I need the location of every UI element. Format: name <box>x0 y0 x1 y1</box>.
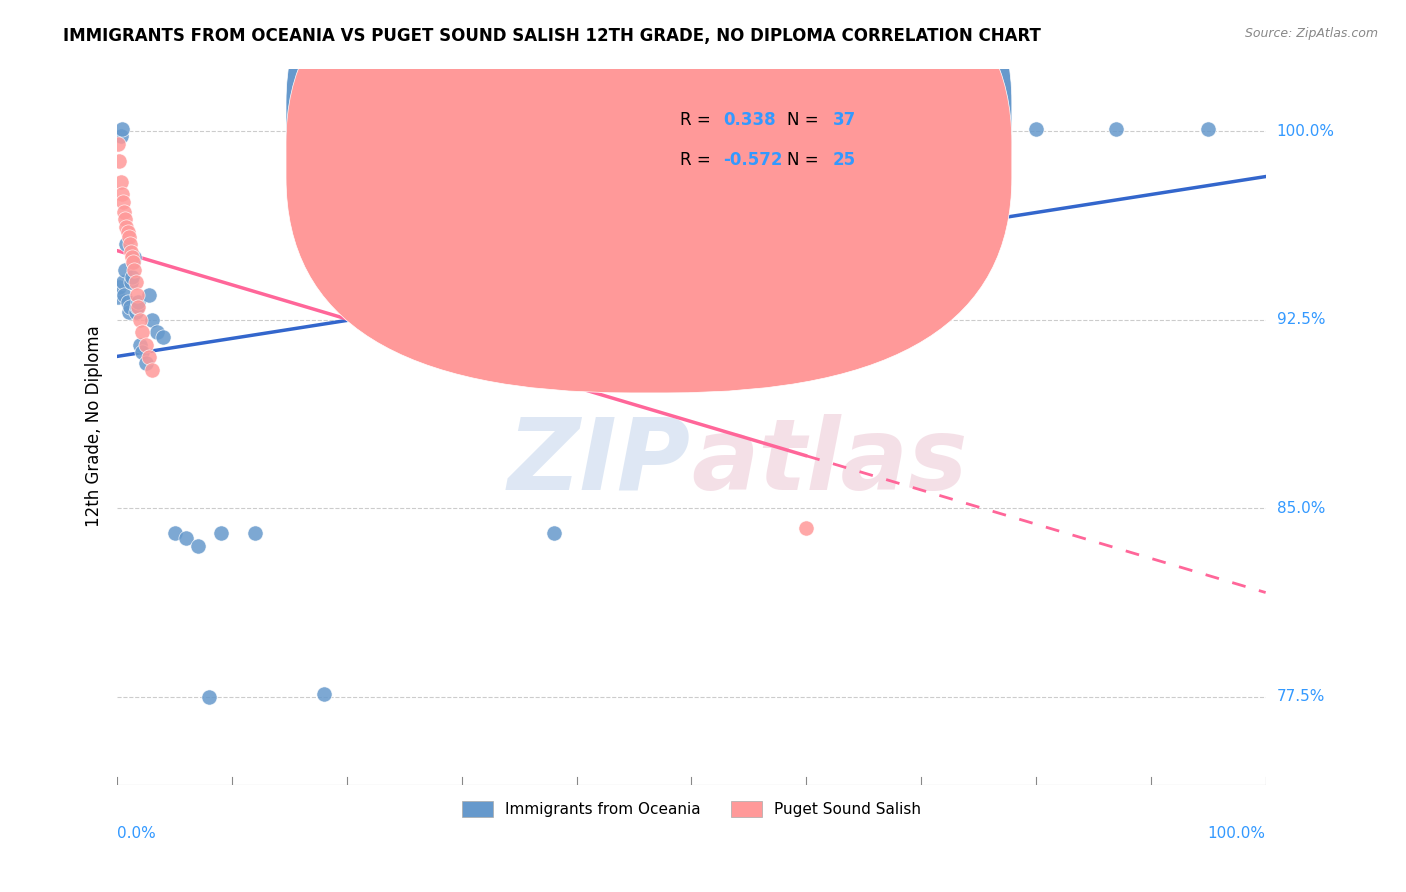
Point <box>111 187 134 202</box>
Text: R =: R = <box>681 151 716 169</box>
Point <box>138 287 160 301</box>
Text: 100.0%: 100.0% <box>1277 124 1334 139</box>
Point <box>121 250 143 264</box>
Legend: Immigrants from Oceania, Puget Sound Salish: Immigrants from Oceania, Puget Sound Sal… <box>456 796 927 823</box>
Point <box>127 295 149 310</box>
Point <box>121 270 143 285</box>
Point <box>107 136 129 151</box>
Point <box>146 326 169 340</box>
Point <box>108 280 131 294</box>
Point <box>112 204 135 219</box>
Point <box>209 526 232 541</box>
Point <box>111 275 134 289</box>
Text: 77.5%: 77.5% <box>1277 690 1324 704</box>
Point <box>108 154 131 169</box>
Point <box>122 255 145 269</box>
Point <box>111 121 134 136</box>
Point <box>312 687 335 701</box>
Text: 100.0%: 100.0% <box>1208 826 1265 841</box>
Point <box>163 526 186 541</box>
Point <box>152 330 174 344</box>
Point <box>114 212 136 227</box>
Point <box>187 539 209 553</box>
Text: IMMIGRANTS FROM OCEANIA VS PUGET SOUND SALISH 12TH GRADE, NO DIPLOMA CORRELATION: IMMIGRANTS FROM OCEANIA VS PUGET SOUND S… <box>63 27 1042 45</box>
Point <box>124 275 146 289</box>
Text: 25: 25 <box>832 151 856 169</box>
Text: Source: ZipAtlas.com: Source: ZipAtlas.com <box>1244 27 1378 40</box>
Point <box>681 305 703 319</box>
Point <box>135 355 157 369</box>
Point <box>107 290 129 304</box>
Point <box>110 175 132 189</box>
Point <box>117 225 139 239</box>
Point <box>118 237 141 252</box>
Point <box>131 345 153 359</box>
Point <box>122 255 145 269</box>
Point <box>110 129 132 144</box>
Text: N =: N = <box>787 112 824 129</box>
Point <box>794 521 817 535</box>
Text: 85.0%: 85.0% <box>1277 500 1324 516</box>
FancyBboxPatch shape <box>285 0 1012 393</box>
Text: 0.0%: 0.0% <box>117 826 156 841</box>
Point <box>124 305 146 319</box>
Text: 37: 37 <box>832 112 856 129</box>
Text: atlas: atlas <box>690 414 967 511</box>
Point <box>198 690 221 704</box>
Point <box>129 338 152 352</box>
Point <box>111 194 134 209</box>
Point <box>124 250 146 264</box>
FancyBboxPatch shape <box>285 0 1012 353</box>
Point <box>112 287 135 301</box>
Point <box>1105 121 1128 136</box>
Point <box>120 244 142 259</box>
Point <box>120 275 142 289</box>
Point <box>543 526 565 541</box>
Point <box>135 338 157 352</box>
Point <box>118 230 141 244</box>
Text: R =: R = <box>681 112 716 129</box>
Point <box>141 363 163 377</box>
Point <box>118 300 141 314</box>
Point <box>124 262 146 277</box>
Point <box>115 219 138 234</box>
Text: ZIP: ZIP <box>508 414 690 511</box>
Text: -0.572: -0.572 <box>724 151 783 169</box>
Point <box>115 237 138 252</box>
Point <box>138 351 160 365</box>
Point <box>1025 121 1047 136</box>
Point <box>243 526 266 541</box>
Point <box>174 532 197 546</box>
Point <box>118 305 141 319</box>
Point <box>910 129 932 144</box>
Y-axis label: 12th Grade, No Diploma: 12th Grade, No Diploma <box>86 326 103 527</box>
Point <box>141 313 163 327</box>
Point <box>129 313 152 327</box>
FancyBboxPatch shape <box>606 83 950 194</box>
Point <box>1197 121 1219 136</box>
Point <box>114 262 136 277</box>
Text: N =: N = <box>787 151 824 169</box>
Point <box>125 300 148 314</box>
Text: 0.338: 0.338 <box>724 112 776 129</box>
Point <box>125 287 148 301</box>
Text: 92.5%: 92.5% <box>1277 312 1326 327</box>
Point <box>131 326 153 340</box>
Point <box>127 300 149 314</box>
Point <box>117 295 139 310</box>
